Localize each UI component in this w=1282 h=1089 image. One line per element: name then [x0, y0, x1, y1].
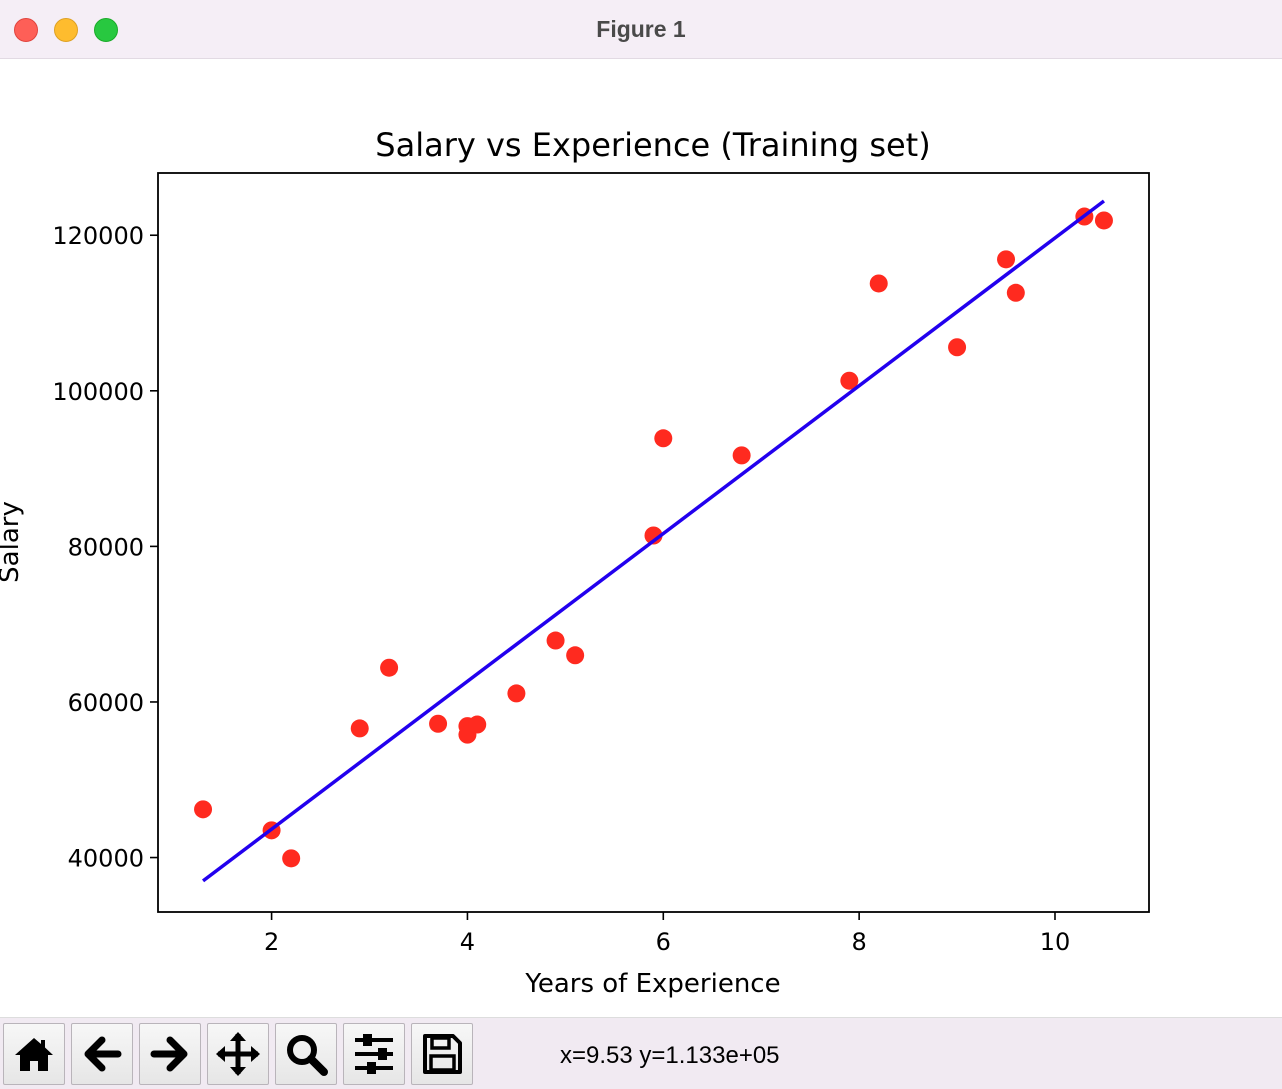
- axes-frame: [157, 172, 1150, 913]
- forward-arrow-icon: [150, 1036, 188, 1072]
- back-button[interactable]: [71, 1023, 133, 1085]
- y-tick-label: 40000: [68, 845, 144, 873]
- x-axis-label: Years of Experience: [524, 969, 780, 999]
- scatter-point: [654, 429, 673, 448]
- home-button[interactable]: [3, 1023, 65, 1085]
- configure-subplots-button[interactable]: [343, 1023, 405, 1085]
- x-tick-label: 4: [460, 928, 475, 956]
- scatter-point: [429, 714, 448, 733]
- y-tick-label: 100000: [52, 378, 144, 406]
- figure-canvas[interactable]: Salary vs Experience (Training set) 2 4 6 8…: [0, 59, 1282, 1017]
- scatter-point: [732, 446, 751, 465]
- pan-move-icon: [216, 1032, 260, 1076]
- back-arrow-icon: [84, 1036, 122, 1072]
- x-tick-label: 8: [852, 928, 867, 956]
- close-window-button[interactable]: [14, 18, 38, 42]
- configure-subplots-icon: [355, 1034, 393, 1074]
- scatter-point: [1094, 211, 1113, 230]
- save-floppy-icon: [423, 1034, 462, 1074]
- minimize-window-button[interactable]: [54, 18, 78, 42]
- scatter-point: [840, 371, 859, 390]
- chart-title: Salary vs Experience (Training set): [375, 126, 930, 164]
- pan-button[interactable]: [207, 1023, 269, 1085]
- y-axis-label: Salary: [0, 501, 25, 583]
- scatter-point: [380, 658, 399, 677]
- scatter-point: [282, 849, 301, 868]
- zoom-magnifier-icon: [287, 1035, 328, 1076]
- zoom-button[interactable]: [275, 1023, 337, 1085]
- home-icon: [15, 1038, 53, 1071]
- x-tick-label: 2: [264, 928, 279, 956]
- window-title: Figure 1: [596, 16, 686, 42]
- scatter-point: [948, 338, 967, 357]
- scatter-point: [350, 719, 369, 738]
- maximize-window-button[interactable]: [94, 18, 118, 42]
- scatter-point: [566, 646, 585, 665]
- scatter-point: [507, 684, 526, 703]
- scatter-point: [194, 800, 213, 819]
- x-tick-label: 6: [656, 928, 671, 956]
- y-tick-label: 120000: [52, 222, 144, 250]
- scatter-point: [468, 715, 487, 734]
- scatter-point: [644, 526, 663, 545]
- scatter-point: [1006, 283, 1025, 302]
- y-tick-label: 60000: [68, 689, 144, 717]
- window-titlebar: Figure 1: [0, 0, 1282, 59]
- scatter-chart: Salary vs Experience (Training set) 2 4 6 8…: [0, 126, 1150, 999]
- forward-button[interactable]: [139, 1023, 201, 1085]
- x-tick-label: 10: [1040, 928, 1071, 956]
- scatter-point: [869, 274, 888, 293]
- navigation-toolbar: [0, 1017, 1282, 1089]
- scatter-point: [997, 250, 1016, 269]
- scatter-point: [546, 631, 565, 650]
- y-tick-label: 80000: [68, 533, 144, 561]
- save-button[interactable]: [411, 1023, 473, 1085]
- regression-line: [201, 199, 1106, 883]
- cursor-coordinates-readout: x=9.53 y=1.133e+05: [560, 1042, 780, 1069]
